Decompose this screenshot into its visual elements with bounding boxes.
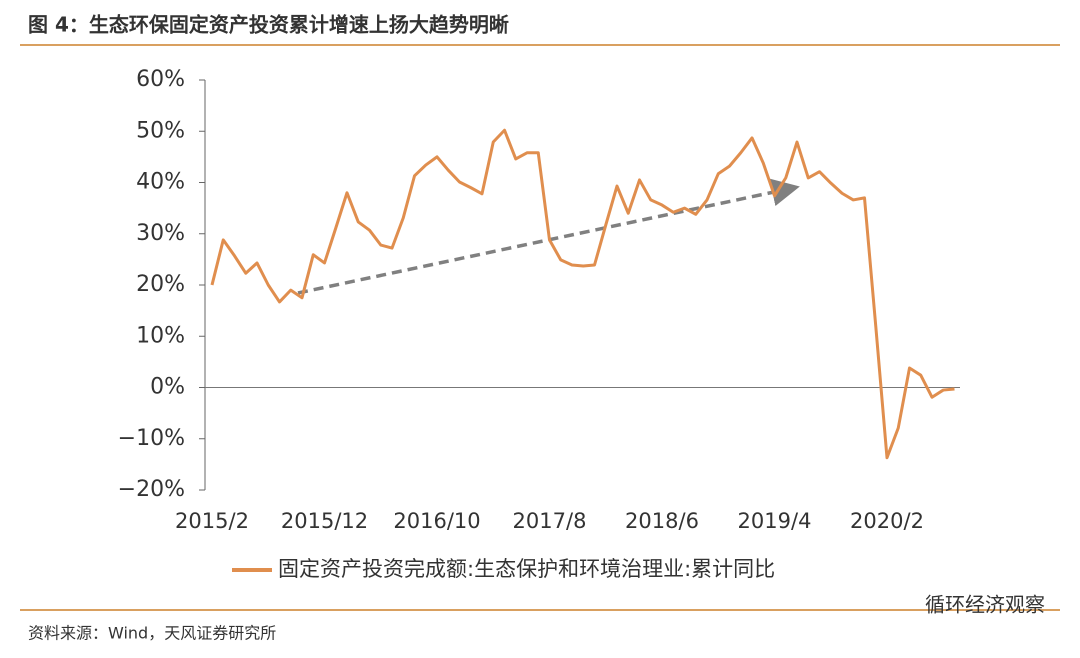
x-tick-label: 2019/4 — [738, 509, 812, 533]
y-tick-label: 10% — [136, 323, 185, 348]
y-tick-label: 30% — [136, 221, 185, 246]
series-line — [210, 128, 955, 460]
y-tick-label: 40% — [136, 170, 185, 195]
legend-label: 固定资产投资完成额:生态保护和环境治理业:累计同比 — [278, 557, 775, 581]
source: 资料来源：Wind，天风证券研究所 — [28, 624, 276, 643]
x-tick-label: 2017/8 — [513, 509, 587, 533]
chart-title: 图 4：生态环保固定资产投资累计增速上扬大趋势明晰 — [28, 13, 509, 37]
x-tick-label: 2020/2 — [850, 509, 924, 533]
x-tick-label: 2015/2 — [175, 509, 249, 533]
y-tick-label: −20% — [118, 477, 185, 502]
y-tick-label: 50% — [136, 118, 185, 143]
trend-arrow — [297, 178, 800, 295]
watermark: 循环经济观察 — [925, 593, 1045, 617]
x-tick-label: 2015/12 — [281, 509, 368, 533]
x-tick-label: 2016/10 — [393, 509, 480, 533]
y-tick-label: 0% — [150, 375, 185, 400]
x-tick-label: 2018/6 — [625, 509, 699, 533]
y-tick-label: 60% — [136, 67, 185, 92]
y-tick-label: −10% — [118, 426, 185, 451]
y-tick-label: 20% — [136, 272, 185, 297]
